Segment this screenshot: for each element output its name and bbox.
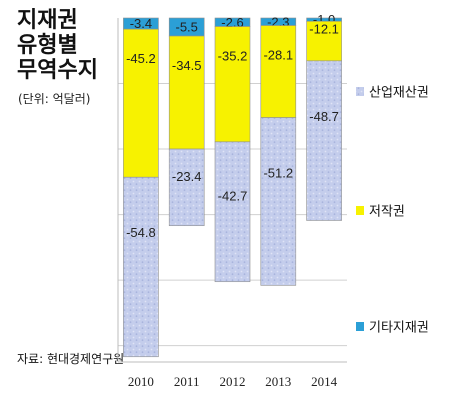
x-tick-label-2013: 2013 [265,374,291,389]
x-tick-label-2011: 2011 [174,374,200,389]
bar-산업재산권-2014 [306,60,342,221]
title-line-1: 지재권 [17,8,78,33]
data-label-저작권-2010: -45.2 [126,51,156,66]
data-label-저작권-2011: -34.5 [172,58,202,73]
data-label-산업재산권-2013: -51.2 [263,166,293,181]
chart-title: 지재권 유형별 무역수지 [17,8,117,83]
data-label-산업재산권-2014: -48.7 [309,109,339,124]
title-line-2: 유형별 [17,33,78,58]
x-tick-label-2010: 2010 [128,374,154,389]
unit-note: (단위: 억달러) [18,92,91,106]
data-label-저작권-2013: -28.1 [263,48,293,63]
data-label-기타지재권-2010: -3.4 [130,16,152,31]
legend-swatch-산업재산권 [356,87,364,96]
legend-swatch-저작권 [356,206,364,215]
bar-산업재산권-2011 [168,148,205,227]
bar-저작권-2012 [214,26,251,143]
data-label-산업재산권-2012: -42.7 [218,189,248,204]
data-label-산업재산권-2010: -54.8 [126,225,156,240]
x-tick-label-2012: 2012 [220,374,246,389]
x-tick-label-2014: 2014 [311,374,338,389]
legend-label-기타지재권: 기타지재권 [369,321,429,336]
legend-label-산업재산권: 산업재산권 [369,86,429,101]
data-label-저작권-2012: -35.2 [218,49,248,64]
bar-산업재산권-2013 [260,117,297,286]
data-label-기타지재권-2012: -2.6 [221,15,243,30]
legend-label-저작권: 저작권 [369,205,405,220]
bar-산업재산권-2010 [123,176,159,358]
bar-저작권-2011 [168,35,205,150]
bar-저작권-2013 [260,25,297,118]
bar-저작권-2014 [306,20,342,62]
legend-swatch-기타지재권 [356,322,364,331]
title-line-3: 무역수지 [17,58,98,83]
source-note: 자료: 현대경제연구원 [17,352,125,366]
data-label-산업재산권-2011: -23.4 [172,169,202,184]
bar-산업재산권-2012 [214,141,251,283]
data-label-저작권-2014: -12.1 [309,21,339,36]
data-label-기타지재권-2011: -5.5 [175,20,197,35]
bar-저작권-2010 [123,28,159,178]
